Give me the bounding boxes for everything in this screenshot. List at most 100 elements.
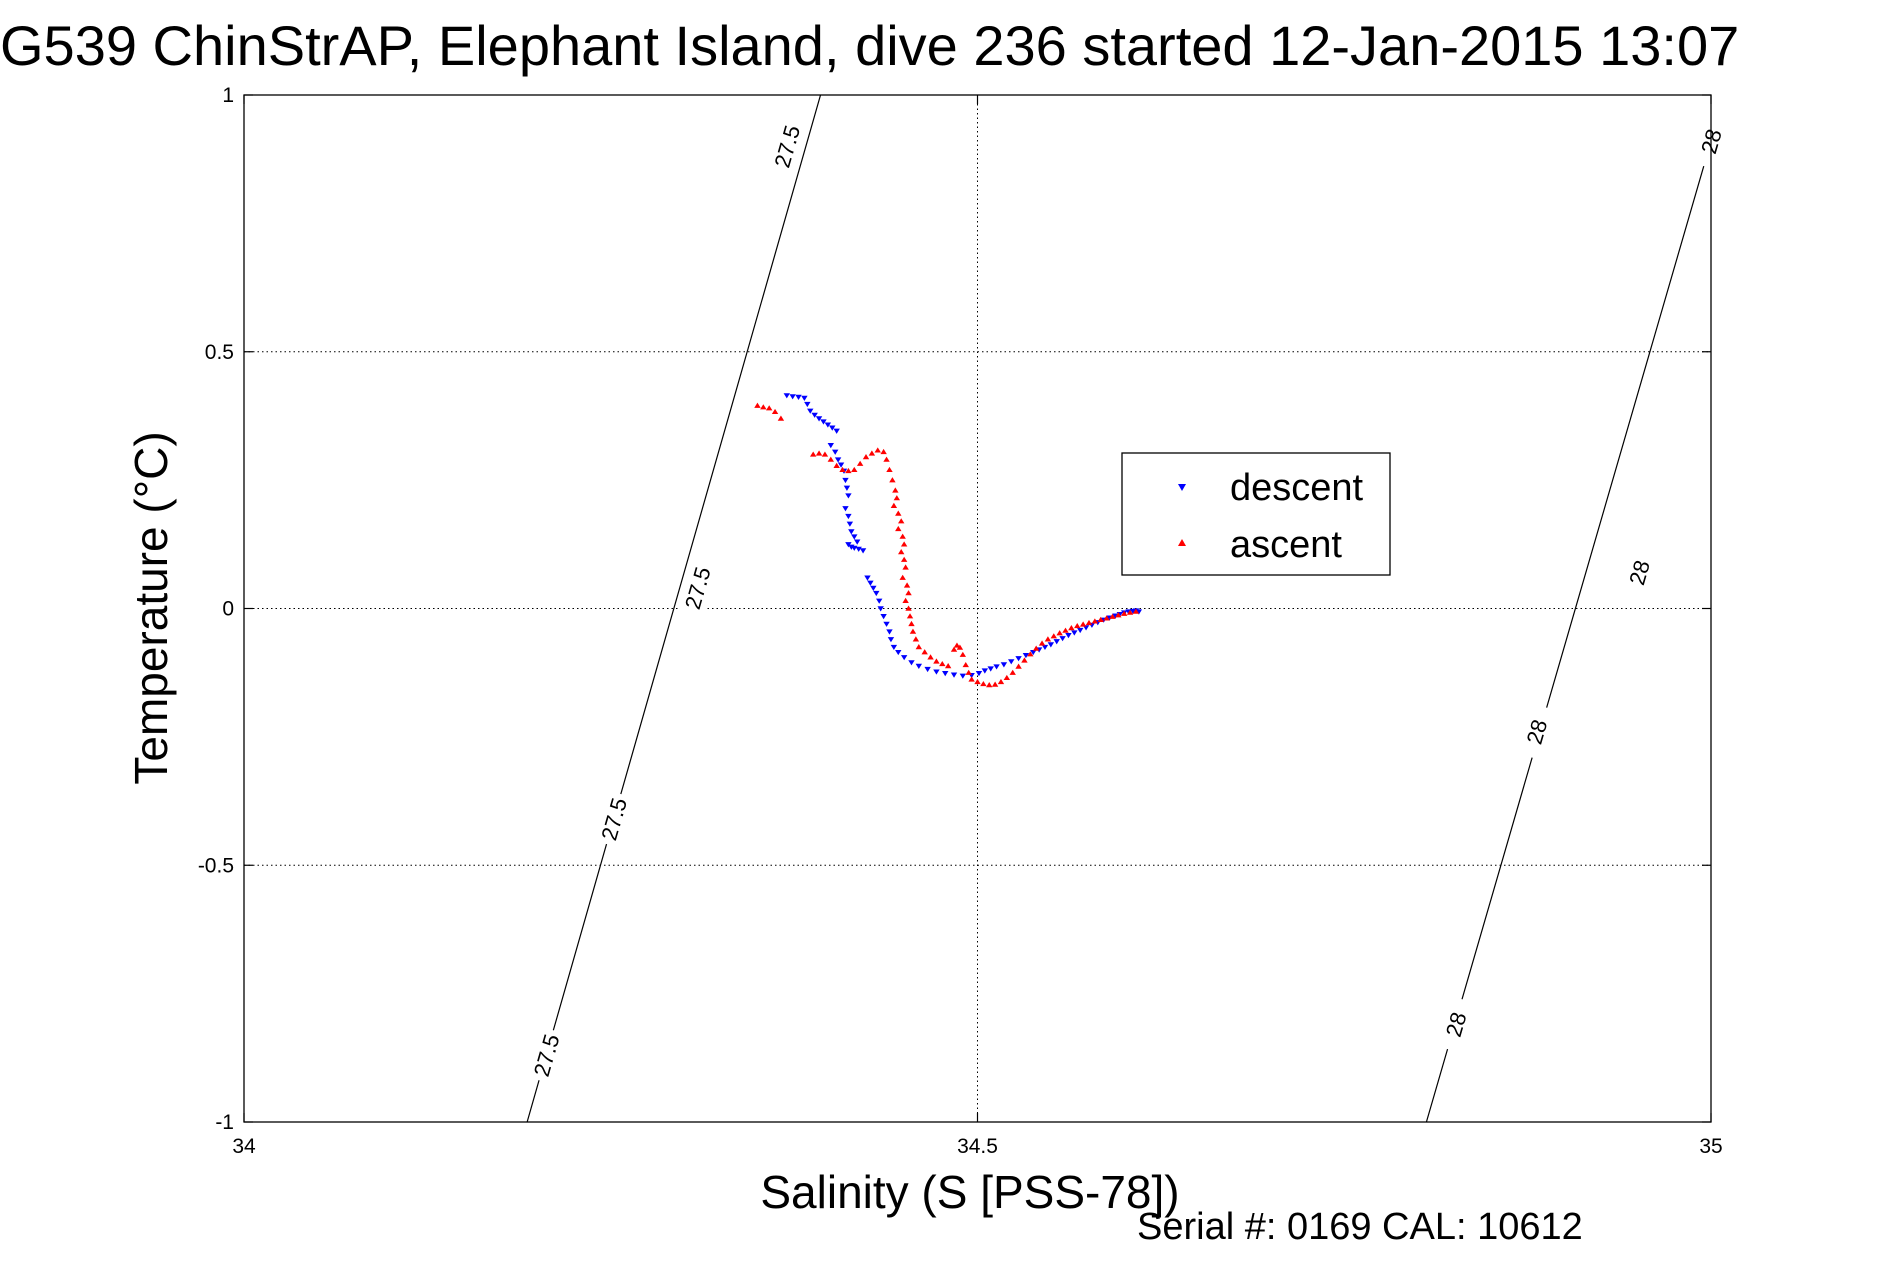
- data-point-descent: [870, 585, 877, 591]
- data-point-ascent: [950, 646, 958, 652]
- data-point-ascent: [962, 661, 969, 668]
- data-point-ascent: [899, 533, 906, 539]
- data-point-descent: [1071, 630, 1078, 636]
- data-point-descent: [811, 412, 818, 418]
- x-axis-label: Salinity (S [PSS-78]): [760, 1166, 1179, 1218]
- data-point-ascent: [1132, 608, 1140, 614]
- data-point-ascent: [754, 402, 761, 408]
- data-point-ascent: [902, 564, 909, 570]
- data-point-ascent: [898, 549, 905, 555]
- data-point-descent: [877, 606, 884, 612]
- data-point-ascent: [845, 467, 852, 474]
- legend-box: [1121, 452, 1391, 576]
- data-point-ascent: [909, 628, 917, 634]
- data-point-ascent: [1044, 636, 1052, 642]
- data-point-ascent: [953, 642, 961, 648]
- data-point-ascent: [927, 654, 934, 660]
- data-point-ascent: [905, 590, 912, 596]
- data-points: [754, 393, 1143, 688]
- y-tick-label: 0.5: [205, 341, 234, 364]
- data-point-ascent: [956, 644, 964, 650]
- data-point-descent: [855, 546, 862, 552]
- density-contour-label-gap: [1436, 995, 1476, 1054]
- data-point-ascent: [777, 415, 785, 421]
- data-point-descent: [975, 671, 983, 677]
- y-tick-label: 1: [222, 84, 234, 107]
- data-point-ascent: [856, 460, 864, 466]
- data-point-ascent: [908, 620, 915, 627]
- data-point-descent: [1000, 662, 1008, 668]
- grid: [244, 95, 1711, 1122]
- data-point-descent: [908, 660, 915, 666]
- y-tick-label: -1: [215, 1111, 234, 1134]
- legend-label-ascent: ascent: [1230, 524, 1342, 566]
- data-point-ascent: [874, 447, 881, 453]
- legend-label-descent: descent: [1230, 467, 1364, 509]
- data-point-ascent: [765, 405, 773, 411]
- data-point-ascent: [862, 454, 870, 460]
- data-point-ascent: [968, 676, 975, 682]
- data-point-descent: [1053, 639, 1060, 645]
- data-point-descent: [1022, 653, 1030, 659]
- x-tick-label: 34.5: [957, 1135, 998, 1158]
- data-point-ascent: [893, 495, 901, 501]
- data-point-descent: [829, 425, 836, 431]
- density-contours: [526, 95, 1711, 1122]
- data-point-ascent: [886, 466, 893, 473]
- data-point-ascent: [980, 680, 987, 687]
- data-point-ascent: [839, 466, 846, 473]
- data-point-ascent: [1109, 613, 1116, 619]
- data-point-ascent: [1115, 612, 1122, 618]
- data-point-descent: [851, 534, 858, 540]
- data-point-descent: [832, 449, 839, 455]
- data-point-ascent: [1097, 616, 1104, 622]
- data-point-ascent: [939, 660, 946, 667]
- data-point-ascent: [1032, 645, 1040, 651]
- data-point-descent: [848, 529, 855, 535]
- data-point-descent: [864, 575, 871, 581]
- data-point-ascent: [902, 597, 909, 603]
- data-point-ascent: [1074, 622, 1081, 629]
- data-point-descent: [834, 457, 842, 463]
- data-point-ascent: [892, 487, 899, 493]
- density-contour-label-gap: [677, 559, 717, 617]
- data-point-ascent: [771, 408, 779, 415]
- data-point-ascent: [760, 404, 767, 410]
- data-point-ascent: [965, 669, 972, 675]
- data-point-ascent: [912, 636, 920, 642]
- data-point-descent: [1135, 609, 1143, 615]
- data-point-descent: [827, 443, 834, 449]
- data-point-ascent: [1015, 663, 1022, 669]
- density-contour-line: [1425, 141, 1711, 1122]
- data-point-ascent: [1079, 621, 1087, 627]
- data-point-ascent: [991, 681, 999, 687]
- data-point-ascent: [833, 462, 840, 468]
- data-point-descent: [846, 521, 854, 527]
- data-point-ascent: [986, 682, 993, 688]
- data-point-descent: [890, 644, 898, 651]
- data-point-ascent: [921, 649, 928, 655]
- data-point-descent: [981, 668, 989, 674]
- x-tick-label: 35: [1699, 1135, 1722, 1158]
- data-point-ascent: [899, 574, 906, 580]
- data-point-descent: [1065, 633, 1072, 639]
- data-point-descent: [942, 671, 949, 677]
- data-point-descent: [824, 422, 832, 428]
- data-point-descent: [933, 669, 940, 675]
- data-point-ascent: [1021, 657, 1028, 663]
- data-point-descent: [873, 590, 880, 597]
- data-point-descent: [1015, 656, 1022, 662]
- data-point-descent: [854, 539, 861, 545]
- data-point-ascent: [809, 451, 817, 457]
- data-point-ascent: [974, 678, 981, 685]
- data-point-ascent: [1103, 615, 1110, 621]
- data-point-ascent: [821, 451, 829, 457]
- data-point-descent: [883, 621, 890, 627]
- serial-annotation: Serial #: 0169 CAL: 10612: [1137, 1206, 1583, 1248]
- data-point-ascent: [900, 541, 908, 547]
- density-contour-label-gap: [594, 790, 634, 848]
- data-point-descent: [804, 401, 811, 408]
- data-point-descent: [842, 506, 849, 512]
- legend: descent ascent: [1121, 452, 1391, 576]
- data-point-ascent: [906, 613, 914, 619]
